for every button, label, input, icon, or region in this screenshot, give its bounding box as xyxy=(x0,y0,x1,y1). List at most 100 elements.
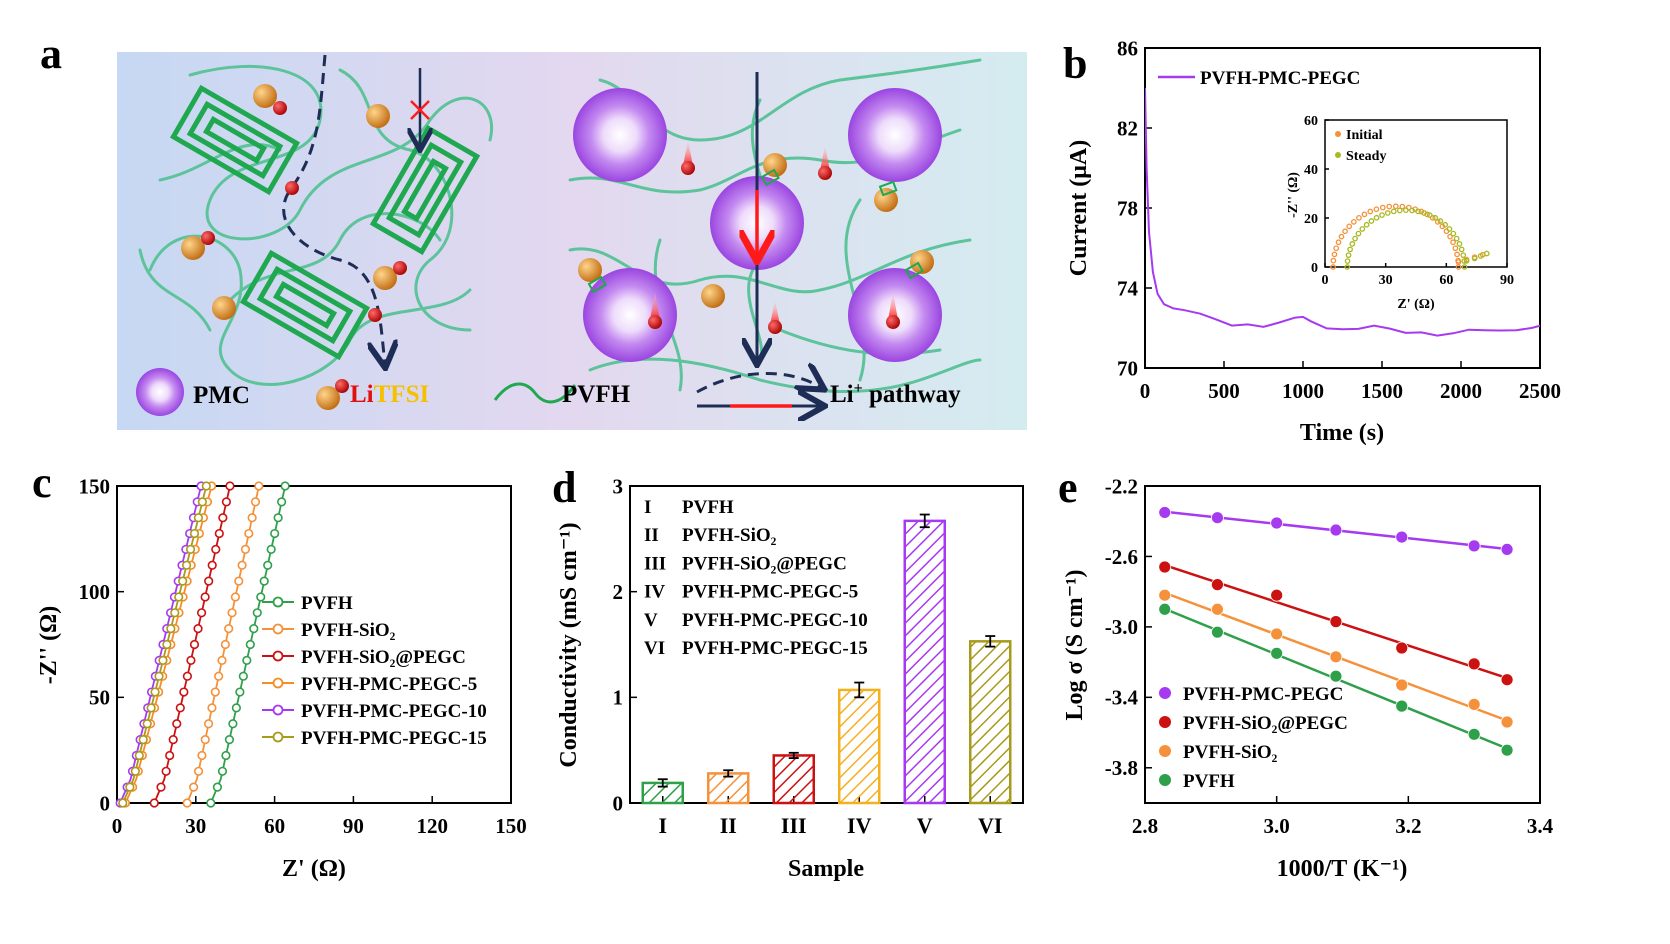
panel-e-axis-ticks: 2.8 3.0 3.2 3.4 -3.8 -3.4 -3.0 -2.6 -2.2 xyxy=(1105,474,1554,838)
panel-c-axis-ticks: 0 30 60 90 120 150 0 50 100 150 xyxy=(79,474,527,838)
point-pvfh-pmc-pegc xyxy=(1211,511,1224,525)
point-pvfh-sio-pegc xyxy=(211,544,221,555)
inset-point-steady xyxy=(1442,221,1448,228)
point-pvfh-pmc-pegc xyxy=(1329,523,1343,537)
point-pvfh xyxy=(242,655,252,665)
li-pathway-dashed xyxy=(282,54,385,365)
y-tick-label: 60 xyxy=(1304,114,1318,129)
legend-marker-pvfh-pmc-pegc-10 xyxy=(272,704,284,716)
y-tick-label: -2.2 xyxy=(1105,474,1138,498)
inset-point-steady xyxy=(1450,230,1457,237)
point-pvfh-sio xyxy=(1467,697,1481,711)
point-pvfh-pmc-pegc-15 xyxy=(142,719,152,729)
point-pvfh-sio xyxy=(224,624,234,634)
y-tick-label: 150 xyxy=(79,474,111,498)
y-tick-label: 86 xyxy=(1117,36,1138,60)
point-pvfh xyxy=(212,782,223,792)
point-pvfh-pmc-pegc-15 xyxy=(125,782,135,792)
point-pvfh xyxy=(231,703,241,713)
panel-b-legend-label: PVFH-PMC-PEGC xyxy=(1200,68,1360,89)
point-pvfh-pmc-pegc-15 xyxy=(178,576,188,586)
x-tick-label: 0 xyxy=(1322,273,1329,288)
panel-d-ylabel: Conductivity (mS cm⁻¹) xyxy=(556,522,582,767)
legend-pathway-rest: pathway xyxy=(863,381,961,408)
point-pvfh-sio-pegc xyxy=(196,608,207,618)
panel-d-frame xyxy=(629,485,1024,804)
panel-e-arrhenius: e 2.8 3.0 3.2 3.4 -3.8 -3.4 -3.0 -2.6 -2.2 Log σ… xyxy=(1058,463,1554,882)
point-pvfh xyxy=(1467,727,1481,741)
inset-point-steady xyxy=(1355,230,1362,237)
x-tick-label: 30 xyxy=(185,814,206,838)
inset-point-initial xyxy=(1454,251,1460,258)
point-pvfh-sio-pegc xyxy=(193,624,203,634)
inset-point-steady xyxy=(1390,208,1397,215)
x-tick-label-vi: VI xyxy=(978,813,1002,838)
point-pvfh-sio xyxy=(1395,678,1409,692)
inset-point-steady xyxy=(1359,226,1366,232)
point-pvfh-pmc-pegc-15 xyxy=(174,592,184,602)
point-pvfh-sio xyxy=(1158,588,1172,602)
panel-b-xlabel: Time (s) xyxy=(1300,420,1384,446)
point-pvfh-sio xyxy=(214,671,224,681)
panel-c-xlabel: Z' (Ω) xyxy=(282,856,346,882)
x-tick-label: 30 xyxy=(1379,273,1393,288)
point-pvfh-sio-pegc xyxy=(1270,588,1284,602)
y-tick-label: -3.0 xyxy=(1105,615,1138,639)
inset-point-steady xyxy=(1345,252,1352,259)
point-pvfh-sio-pegc xyxy=(221,497,232,507)
litfsi-particles-left xyxy=(181,84,407,322)
x-tick-label: 2500 xyxy=(1519,379,1561,403)
point-pvfh-sio xyxy=(1211,602,1224,616)
point-pvfh-pmc-pegc-15 xyxy=(154,671,164,681)
point-pvfh xyxy=(217,766,228,776)
point-pvfh-pmc-pegc xyxy=(1467,539,1481,553)
inset-point-steady xyxy=(1477,253,1484,259)
inset-point-steady xyxy=(1483,250,1490,257)
point-pvfh-sio-pegc xyxy=(1395,641,1409,655)
inset-xlabel: Z' (Ω) xyxy=(1397,297,1435,312)
panel-d-sample-key: I PVFH II PVFH-SiO₂ III PVFH-SiO₂@PEGC IV PVFH-… xyxy=(644,497,868,659)
inset-legend-initial-marker xyxy=(1335,131,1341,137)
panel-a-schematic: a xyxy=(40,29,1027,430)
point-pvfh-sio-pegc xyxy=(161,766,171,776)
inset-point-initial xyxy=(1455,259,1462,265)
y-tick-label: 0 xyxy=(613,791,624,815)
y-tick-label: 1 xyxy=(613,686,624,710)
panel-b-inset: 0 30 60 90 0 20 40 60 -Z'' (Ω) Z' (Ω) Initial S… xyxy=(1286,114,1514,312)
point-pvfh-sio-pegc xyxy=(186,655,196,665)
inset-ylabel: -Z'' (Ω) xyxy=(1286,172,1301,218)
inset-point-initial xyxy=(1331,251,1338,258)
y-tick-label: 100 xyxy=(79,580,111,604)
y-tick-label: 78 xyxy=(1117,196,1138,220)
inset-point-steady xyxy=(1432,214,1439,221)
inset-point-steady xyxy=(1384,210,1391,216)
li-ion-drops xyxy=(648,140,900,334)
point-pvfh-sio xyxy=(234,576,244,586)
inset-point-steady xyxy=(1460,252,1467,259)
panel-c-legend: PVFH PVFH-SiO₂ PVFH-SiO₂@PEGC PVFH-PMC-PEGC… xyxy=(262,593,487,749)
y-tick-label: 40 xyxy=(1304,163,1318,178)
point-pvfh-sio xyxy=(197,750,207,761)
point-pvfh-sio xyxy=(210,687,220,697)
point-pvfh-sio-pegc xyxy=(225,481,235,491)
point-pvfh-pmc-pegc-15 xyxy=(182,560,192,570)
point-pvfh-pmc-pegc-15 xyxy=(150,687,160,697)
point-pvfh xyxy=(252,608,262,618)
inset-point-initial xyxy=(1350,218,1357,225)
point-pvfh xyxy=(206,798,216,808)
point-pvfh-sio-pegc xyxy=(214,528,224,539)
legend-marker-pvfh-pmc-pegc-15 xyxy=(272,731,284,743)
panel-c-nyquist: c 0 30 60 90 120 150 0 50 100 150 -Z'' (Ω) Z' (Ω)… xyxy=(32,458,527,882)
x-tick-label: 1000 xyxy=(1282,379,1324,403)
y-tick-label: -2.6 xyxy=(1105,545,1138,569)
inset-point-steady xyxy=(1347,246,1353,253)
sample-key-numeral-i: I xyxy=(644,497,651,518)
panel-c-frame xyxy=(116,485,512,804)
point-pvfh xyxy=(280,481,290,491)
point-pvfh-sio xyxy=(1270,627,1284,641)
point-pvfh-sio-pegc xyxy=(182,671,192,681)
point-pvfh xyxy=(1329,669,1343,683)
y-tick-label: 50 xyxy=(89,686,110,710)
